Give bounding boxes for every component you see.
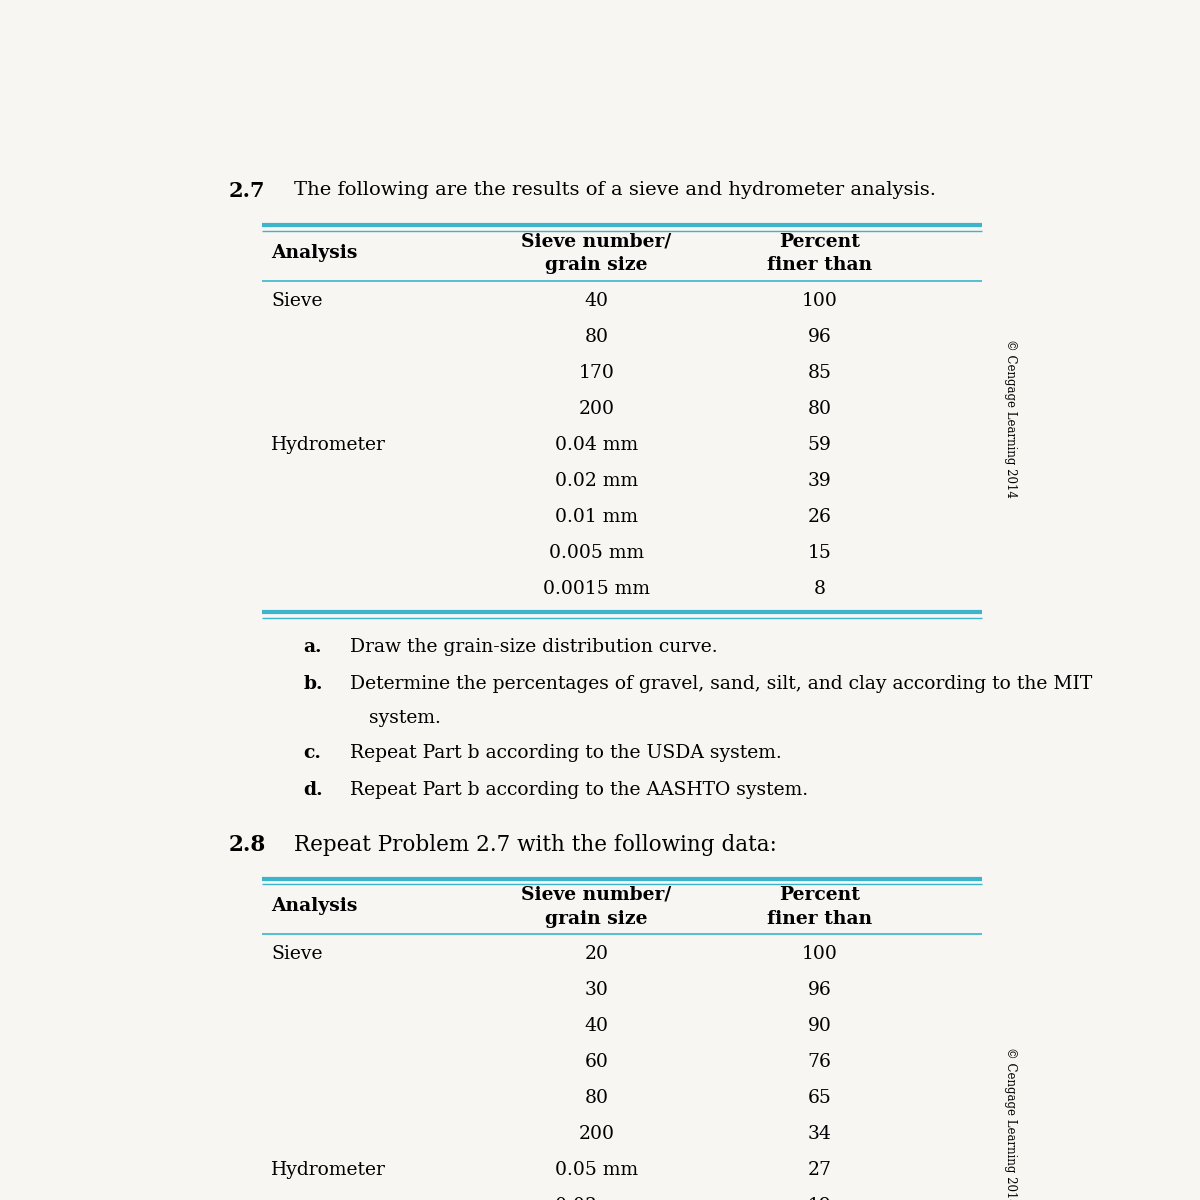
Text: 0.02 mm: 0.02 mm xyxy=(554,472,638,490)
Text: Sieve number/
grain size: Sieve number/ grain size xyxy=(521,233,672,275)
Text: system.: system. xyxy=(368,708,440,726)
Text: © Cengage Learning 2014: © Cengage Learning 2014 xyxy=(1003,340,1016,498)
Text: Analysis: Analysis xyxy=(271,244,358,262)
Text: d.: d. xyxy=(304,781,323,799)
Text: 80: 80 xyxy=(808,400,832,418)
Text: 27: 27 xyxy=(808,1162,832,1180)
Text: Repeat Part b according to the AASHTO system.: Repeat Part b according to the AASHTO sy… xyxy=(350,781,808,799)
Text: 40: 40 xyxy=(584,1018,608,1036)
Text: 0.04 mm: 0.04 mm xyxy=(554,436,638,454)
Text: 2.7: 2.7 xyxy=(229,181,265,200)
Text: 0.05 mm: 0.05 mm xyxy=(554,1162,638,1180)
Text: 34: 34 xyxy=(808,1126,832,1144)
Text: 80: 80 xyxy=(584,1090,608,1108)
Text: a.: a. xyxy=(304,638,322,656)
Text: Sieve number/
grain size: Sieve number/ grain size xyxy=(521,886,672,928)
Text: 0.03 mm: 0.03 mm xyxy=(554,1198,638,1200)
Text: 60: 60 xyxy=(584,1054,608,1072)
Text: 26: 26 xyxy=(808,508,832,526)
Text: 80: 80 xyxy=(584,328,608,346)
Text: 170: 170 xyxy=(578,364,614,382)
Text: Draw the grain-size distribution curve.: Draw the grain-size distribution curve. xyxy=(350,638,718,656)
Text: 15: 15 xyxy=(808,544,832,562)
Text: Determine the percentages of gravel, sand, silt, and clay according to the MIT: Determine the percentages of gravel, san… xyxy=(350,676,1092,694)
Text: Sieve: Sieve xyxy=(271,946,323,964)
Text: © Cengage Learning 2014: © Cengage Learning 2014 xyxy=(1003,1046,1016,1200)
Text: 30: 30 xyxy=(584,982,608,1000)
Text: 90: 90 xyxy=(808,1018,832,1036)
Text: 100: 100 xyxy=(802,946,838,964)
Text: 65: 65 xyxy=(808,1090,832,1108)
Text: 0.0015 mm: 0.0015 mm xyxy=(542,580,650,598)
Text: 200: 200 xyxy=(578,1126,614,1144)
Text: 85: 85 xyxy=(808,364,832,382)
Text: b.: b. xyxy=(304,676,323,694)
Text: 200: 200 xyxy=(578,400,614,418)
Text: 19: 19 xyxy=(808,1198,832,1200)
Text: 39: 39 xyxy=(808,472,832,490)
Text: Analysis: Analysis xyxy=(271,898,358,916)
Text: Percent
finer than: Percent finer than xyxy=(767,886,872,928)
Text: The following are the results of a sieve and hydrometer analysis.: The following are the results of a sieve… xyxy=(294,181,936,199)
Text: 2.8: 2.8 xyxy=(229,834,266,857)
Text: 96: 96 xyxy=(808,328,832,346)
Text: c.: c. xyxy=(304,744,322,762)
Text: Sieve: Sieve xyxy=(271,292,323,310)
Text: 76: 76 xyxy=(808,1054,832,1072)
Text: 100: 100 xyxy=(802,292,838,310)
Text: Hydrometer: Hydrometer xyxy=(271,1162,385,1180)
Text: Hydrometer: Hydrometer xyxy=(271,436,385,454)
Text: 96: 96 xyxy=(808,982,832,1000)
Text: 8: 8 xyxy=(814,580,826,598)
Text: Repeat Part b according to the USDA system.: Repeat Part b according to the USDA syst… xyxy=(350,744,781,762)
Text: Percent
finer than: Percent finer than xyxy=(767,233,872,275)
Text: 40: 40 xyxy=(584,292,608,310)
Text: Repeat Problem 2.7 with the following data:: Repeat Problem 2.7 with the following da… xyxy=(294,834,778,857)
Text: 20: 20 xyxy=(584,946,608,964)
Text: 59: 59 xyxy=(808,436,832,454)
Text: 0.01 mm: 0.01 mm xyxy=(554,508,638,526)
Text: 0.005 mm: 0.005 mm xyxy=(548,544,644,562)
